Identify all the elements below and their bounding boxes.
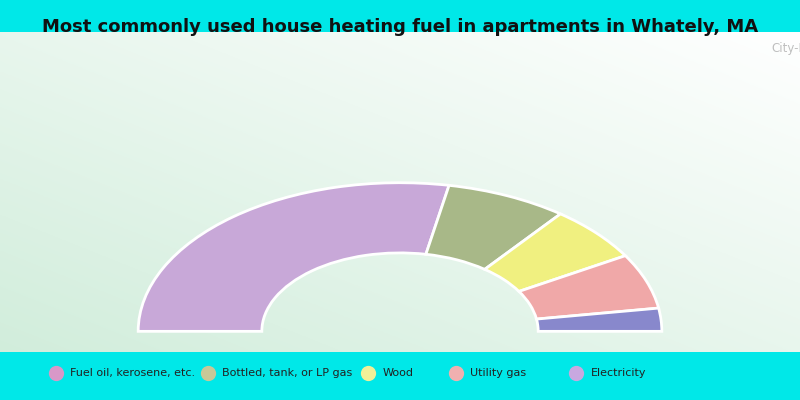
Text: Bottled, tank, or LP gas: Bottled, tank, or LP gas [222, 368, 353, 378]
Wedge shape [138, 183, 449, 331]
Text: Wood: Wood [382, 368, 414, 378]
Text: Utility gas: Utility gas [470, 368, 526, 378]
Wedge shape [426, 185, 561, 269]
Text: Electricity: Electricity [590, 368, 646, 378]
Wedge shape [519, 256, 658, 319]
Wedge shape [485, 214, 626, 292]
Text: Most commonly used house heating fuel in apartments in Whately, MA: Most commonly used house heating fuel in… [42, 18, 758, 36]
Text: City-Data.com: City-Data.com [771, 42, 800, 55]
Text: Fuel oil, kerosene, etc.: Fuel oil, kerosene, etc. [70, 368, 195, 378]
Wedge shape [537, 308, 662, 331]
